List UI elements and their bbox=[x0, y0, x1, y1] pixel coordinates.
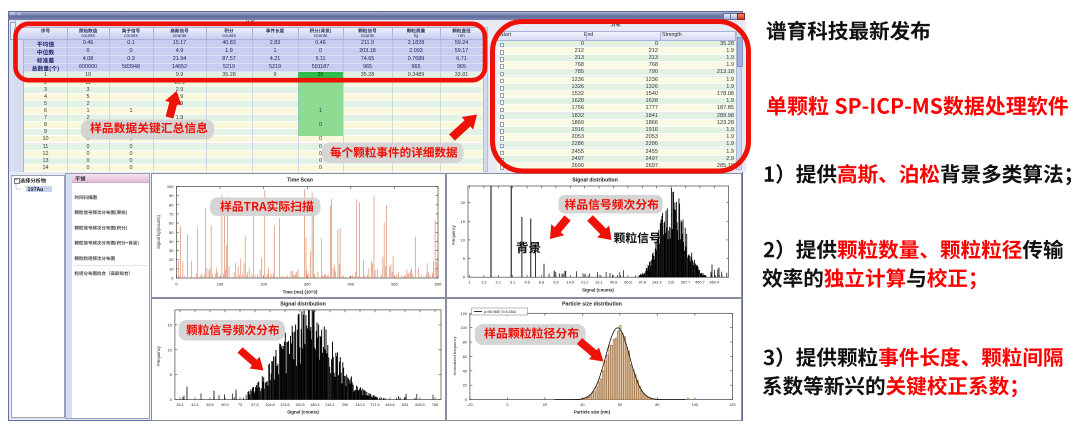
svg-text:-20: -20 bbox=[467, 403, 473, 407]
svg-text:210: 210 bbox=[668, 281, 674, 285]
svg-text:639.9: 639.9 bbox=[415, 403, 424, 407]
svg-text:Signal (counts): Signal (counts) bbox=[582, 288, 614, 293]
svg-text:20: 20 bbox=[169, 257, 174, 262]
svg-text:0: 0 bbox=[463, 275, 466, 280]
svg-text:125.6: 125.6 bbox=[280, 403, 289, 407]
svg-text:766: 766 bbox=[432, 403, 438, 407]
svg-text:80: 80 bbox=[169, 202, 174, 207]
svg-text:6.8: 6.8 bbox=[539, 281, 544, 285]
svg-text:42.4: 42.4 bbox=[191, 403, 198, 407]
svg-text:Signal hgt(counts): Signal hgt(counts) bbox=[156, 215, 161, 249]
svg-text:0: 0 bbox=[170, 397, 173, 402]
svg-text:73: 73 bbox=[238, 403, 242, 407]
svg-text:66.8: 66.8 bbox=[624, 281, 631, 285]
svg-text:10: 10 bbox=[167, 347, 172, 352]
svg-text:100: 100 bbox=[167, 184, 174, 189]
svg-text:26.4: 26.4 bbox=[176, 403, 183, 407]
svg-text:40: 40 bbox=[580, 403, 584, 407]
svg-text:500: 500 bbox=[391, 282, 398, 287]
svg-text:30: 30 bbox=[169, 248, 174, 253]
svg-text:45.6: 45.6 bbox=[610, 281, 617, 285]
svg-text:31.1: 31.1 bbox=[595, 281, 602, 285]
svg-text:150.5: 150.5 bbox=[295, 403, 304, 407]
svg-text:21.2: 21.2 bbox=[581, 281, 588, 285]
svg-text:80: 80 bbox=[655, 403, 659, 407]
svg-text:216.1: 216.1 bbox=[325, 403, 334, 407]
svg-text:40: 40 bbox=[169, 239, 174, 244]
svg-text:Signal distribution: Signal distribution bbox=[280, 302, 326, 308]
svg-text:50: 50 bbox=[169, 230, 174, 235]
svg-text:90: 90 bbox=[169, 193, 174, 198]
svg-text:660.4: 660.4 bbox=[710, 281, 720, 285]
svg-text:310.3: 310.3 bbox=[355, 403, 364, 407]
svg-text:Frequency: Frequency bbox=[451, 224, 456, 245]
svg-text:600: 600 bbox=[435, 282, 442, 287]
svg-text:Frequency: Frequency bbox=[156, 345, 161, 366]
svg-text:20: 20 bbox=[463, 384, 467, 388]
svg-text:Time Scan: Time Scan bbox=[287, 178, 313, 184]
svg-text:10: 10 bbox=[461, 237, 466, 242]
svg-text:100: 100 bbox=[461, 326, 467, 330]
svg-text:20: 20 bbox=[543, 403, 547, 407]
svg-text:Particle size (nm): Particle size (nm) bbox=[574, 410, 611, 415]
svg-text:445.6: 445.6 bbox=[385, 403, 394, 407]
svg-text:0: 0 bbox=[465, 398, 467, 402]
svg-text:200: 200 bbox=[260, 282, 267, 287]
svg-text:120: 120 bbox=[729, 403, 735, 407]
svg-text:0: 0 bbox=[175, 282, 178, 287]
svg-text:1.5: 1.5 bbox=[481, 281, 486, 285]
svg-text:259: 259 bbox=[342, 403, 348, 407]
svg-text:534: 534 bbox=[402, 403, 408, 407]
svg-text:0: 0 bbox=[506, 403, 508, 407]
svg-text:371.9: 371.9 bbox=[370, 403, 379, 407]
svg-text:450.7: 450.7 bbox=[695, 281, 705, 285]
svg-text:Particle size distribution: Particle size distribution bbox=[562, 302, 622, 308]
svg-text:60.9: 60.9 bbox=[221, 403, 228, 407]
svg-text:180.4: 180.4 bbox=[310, 403, 319, 407]
svg-text:97.8: 97.8 bbox=[639, 281, 646, 285]
svg-text:300: 300 bbox=[304, 282, 311, 287]
svg-text:143.3: 143.3 bbox=[652, 281, 662, 285]
svg-text:400: 400 bbox=[347, 282, 354, 287]
svg-text:104.8: 104.8 bbox=[265, 403, 274, 407]
svg-text:Normalized frequency: Normalized frequency bbox=[452, 337, 457, 376]
svg-text:15: 15 bbox=[167, 322, 172, 327]
svg-text:9.9: 9.9 bbox=[553, 281, 558, 285]
svg-text:120: 120 bbox=[461, 312, 467, 316]
svg-text:80: 80 bbox=[463, 341, 467, 345]
svg-text:20: 20 bbox=[461, 200, 466, 205]
svg-text:100: 100 bbox=[217, 282, 224, 287]
svg-text:14.5: 14.5 bbox=[567, 281, 574, 285]
svg-text:5: 5 bbox=[463, 256, 466, 261]
svg-text:50.8: 50.8 bbox=[206, 403, 213, 407]
svg-text:10: 10 bbox=[169, 266, 174, 271]
svg-text:15: 15 bbox=[461, 219, 466, 224]
svg-text:3.1: 3.1 bbox=[510, 281, 515, 285]
svg-text:0: 0 bbox=[171, 276, 174, 281]
svg-text:60: 60 bbox=[618, 403, 622, 407]
svg-text:307.7: 307.7 bbox=[681, 281, 691, 285]
svg-text:60: 60 bbox=[169, 221, 174, 226]
svg-text:2.1: 2.1 bbox=[496, 281, 501, 285]
svg-text:87.5: 87.5 bbox=[251, 403, 258, 407]
svg-text:4.6: 4.6 bbox=[524, 281, 529, 285]
svg-text:Signal (counts): Signal (counts) bbox=[287, 410, 319, 415]
svg-text:70: 70 bbox=[169, 211, 174, 216]
svg-text:40: 40 bbox=[463, 369, 467, 373]
svg-text:Time (ms) (10^3): Time (ms) (10^3) bbox=[283, 290, 318, 295]
svg-text:5: 5 bbox=[170, 372, 173, 377]
svg-text:100: 100 bbox=[692, 403, 698, 407]
svg-text:60: 60 bbox=[463, 355, 467, 359]
svg-text:1: 1 bbox=[468, 281, 470, 285]
svg-text:Signal distribution: Signal distribution bbox=[572, 178, 618, 184]
svg-text:μ=58.9687,δ=6.1862: μ=58.9687,δ=6.1862 bbox=[484, 310, 516, 314]
